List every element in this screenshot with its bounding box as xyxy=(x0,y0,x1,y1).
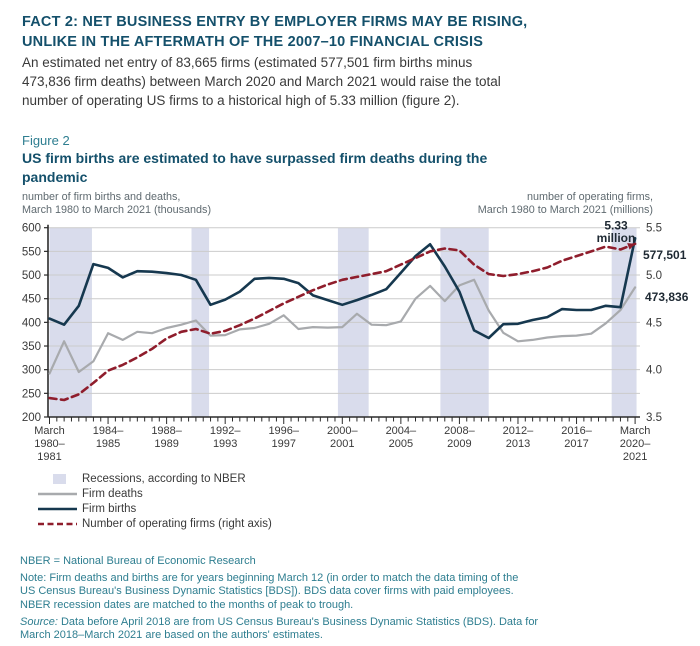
y-axis-label-left: 550 xyxy=(22,246,41,258)
legend-item: Firm deaths xyxy=(38,486,272,501)
left-axis-caption: number of firm births and deaths, March 1… xyxy=(22,191,211,216)
right-axis-caption: number of operating firms, March 1980 to … xyxy=(478,191,653,216)
page-title: FACT 2: NET BUSINESS ENTRY BY EMPLOYER F… xyxy=(22,12,642,52)
legend-label: Number of operating firms (right axis) xyxy=(82,517,272,530)
x-axis-label: 2012– 2013 xyxy=(503,425,534,450)
series-firm-deaths xyxy=(48,278,637,375)
text-line: number of firm births and deaths, xyxy=(22,191,181,203)
text-line: March 2018–March 2021 are based on the a… xyxy=(20,629,323,642)
y-axis-label-left: 200 xyxy=(22,412,41,424)
x-axis-label: 2008– 2009 xyxy=(444,425,475,450)
y-axis-label-left: 400 xyxy=(22,317,41,329)
x-axis-label: 2016– 2017 xyxy=(561,425,592,450)
text-line: 473,836 firm deaths) between March 2020 … xyxy=(22,74,501,89)
annotation-operating-end: 5.33 million xyxy=(597,219,636,246)
legend-label: Firm births xyxy=(82,502,137,515)
chart-legend: Recessions, according to NBER Firm deaths… xyxy=(38,471,272,531)
x-axis-label: 1996– 1997 xyxy=(268,425,299,450)
chart-svg: 600 550 500 450 400 350 300 250 200 5.5 5.0 4.5 4.0 3… xyxy=(22,219,689,464)
x-axis-label: 1988– 1989 xyxy=(151,425,182,450)
text-line: US Census Bureau's Business Dynamic Stat… xyxy=(20,585,514,598)
x-axis-label: March 1980– 1981 xyxy=(34,425,65,463)
legend-label: Firm deaths xyxy=(82,487,143,500)
legend-item: Number of operating firms (right axis) xyxy=(38,516,272,531)
text-line: FACT 2: NET BUSINESS ENTRY BY EMPLOYER F… xyxy=(22,14,528,30)
text-line: Note: Firm deaths and births are for yea… xyxy=(20,572,519,585)
arrowhead-icon xyxy=(627,243,636,250)
x-axis-label: 1984– 1985 xyxy=(93,425,124,450)
legend-label: Recessions, according to NBER xyxy=(82,472,246,485)
text-line: NBER recession dates are matched to the … xyxy=(20,598,354,611)
figure-chart: 600 550 500 450 400 350 300 250 200 5.5 5.0 4.5 4.0 3… xyxy=(0,218,700,470)
legend-swatch-line-icon xyxy=(38,504,78,514)
x-axis-label: March 2020– 2021 xyxy=(620,425,651,463)
text-line: March 1980 to March 2021 (thousands) xyxy=(22,203,212,216)
text-line: March 1980 to March 2021 (millions) xyxy=(477,203,653,216)
series-number-of-operating-firms-right-axis xyxy=(48,242,637,402)
x-axis-label: 2000– 2001 xyxy=(327,425,358,450)
text-line: Source: Data before April 2018 are from … xyxy=(20,615,539,628)
y-axis-label-right: 5.5 xyxy=(646,223,662,235)
y-axis-label-left: 450 xyxy=(22,294,41,306)
annotation-births-end: 577,501 xyxy=(643,248,687,262)
footnote-source: Source: Data before April 2018 are from … xyxy=(20,616,680,642)
x-axis-label: 1992– 1993 xyxy=(210,425,241,450)
y-axis-label-right: 4.5 xyxy=(646,317,662,329)
text-line: US firm births are estimated to have sur… xyxy=(22,150,488,166)
figure-label: Figure 2 xyxy=(22,133,70,148)
legend-swatch-line-icon xyxy=(38,489,78,499)
y-axis-label-left: 350 xyxy=(22,341,41,353)
text-line: UNLIKE IN THE AFTERMATH OF THE 2007–10 F… xyxy=(22,34,484,50)
footnote-nber: NBER = National Bureau of Economic Resea… xyxy=(20,555,256,567)
legend-item: Recessions, according to NBER xyxy=(38,471,272,486)
y-axis-label-left: 300 xyxy=(22,365,41,377)
legend-item: Firm births xyxy=(38,501,272,516)
y-axis-label-right: 5.0 xyxy=(646,270,662,282)
series-firm-births xyxy=(48,236,637,340)
y-axis-label-left: 250 xyxy=(22,388,41,400)
annotation-deaths-end: 473,836 xyxy=(645,290,689,304)
legend-swatch-dashed-icon xyxy=(38,519,78,529)
y-axis-label-right: 3.5 xyxy=(646,412,662,424)
intro-paragraph: An estimated net entry of 83,665 firms (… xyxy=(22,53,622,110)
text-line: number of operating US firms to a histor… xyxy=(22,93,460,108)
footnotes: NBER = National Bureau of Economic Resea… xyxy=(20,555,680,646)
text-line: An estimated net entry of 83,665 firms (… xyxy=(22,55,473,70)
y-axis-label-right: 4.0 xyxy=(646,365,662,377)
y-axis-label-left: 500 xyxy=(22,270,41,282)
source-label: Source: xyxy=(20,615,61,628)
text-line: number of operating firms, xyxy=(526,191,653,203)
x-axis-label: 2004– 2005 xyxy=(386,425,417,450)
text-line: pandemic xyxy=(22,168,88,185)
footnote-note: Note: Firm deaths and births are for yea… xyxy=(20,572,680,612)
y-axis-label-left: 600 xyxy=(22,223,41,235)
figure-title: US firm births are estimated to have sur… xyxy=(22,149,622,186)
legend-swatch-recession-band xyxy=(38,473,78,484)
